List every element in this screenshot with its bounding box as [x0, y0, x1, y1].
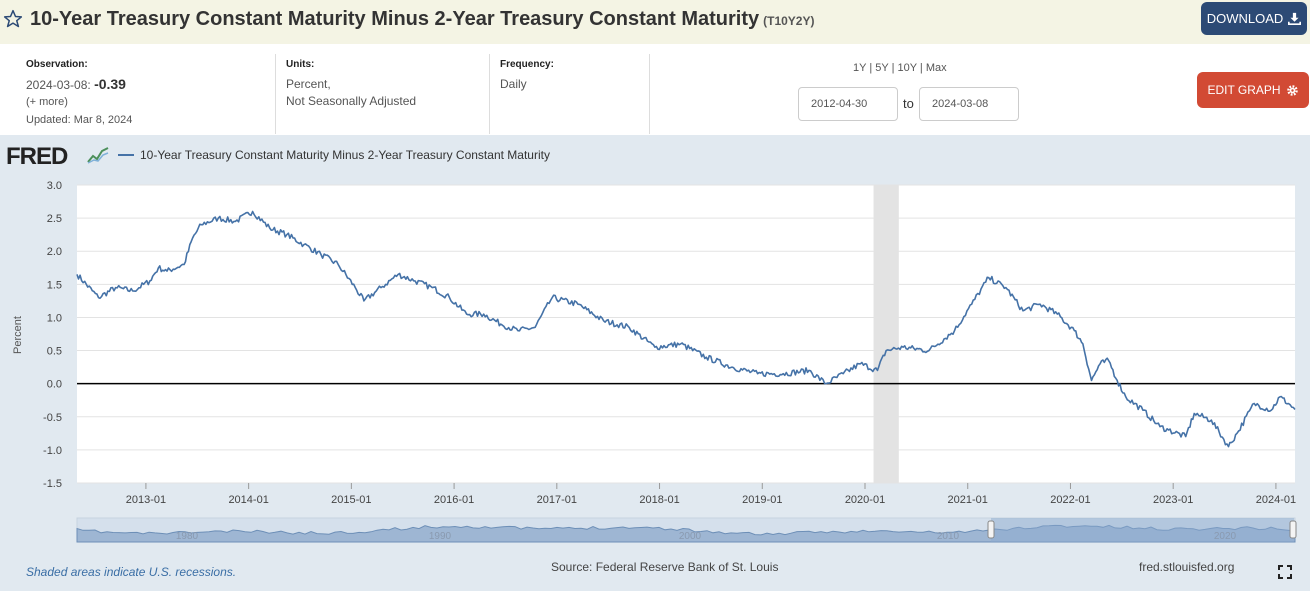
navigator-label: 2010	[937, 531, 960, 542]
source-text: Source: Federal Reserve Bank of St. Loui…	[551, 560, 779, 574]
x-tick-label: 2018-01	[639, 494, 679, 506]
navigator-labels: 1980 1990 2000 2010 2020	[176, 531, 1237, 542]
y-tick-label: 2.5	[47, 213, 62, 225]
y-tick-label: -1.0	[43, 445, 62, 457]
more-link[interactable]: (+ more)	[26, 96, 68, 108]
range-10y[interactable]: 10Y	[897, 62, 917, 74]
y-tick-label: 3.0	[47, 180, 62, 192]
info-row: Observation: 2024-03-08: -0.39 (+ more) …	[0, 44, 1310, 135]
navigator-selection[interactable]	[991, 518, 1294, 542]
observation-block: Observation: 2024-03-08: -0.39 (+ more) …	[26, 56, 132, 129]
navigator-right-handle[interactable]	[1289, 520, 1297, 539]
y-tick-label: -1.5	[43, 478, 62, 490]
units-line1: Percent,	[286, 77, 331, 91]
fred-logo-chart-icon	[86, 145, 110, 165]
legend-label: 10-Year Treasury Constant Maturity Minus…	[140, 148, 550, 162]
legend-swatch	[118, 154, 134, 156]
x-tick-label: 2013-01	[126, 494, 166, 506]
navigator-left-handle[interactable]	[987, 520, 995, 539]
units-line2: Not Seasonally Adjusted	[286, 94, 417, 108]
fred-logo-text: FRED	[6, 143, 68, 170]
chart-legend: 10-Year Treasury Constant Maturity Minus…	[118, 148, 550, 162]
units-block: Units: Percent, Not Seasonally Adjusted	[286, 56, 416, 110]
frequency-value: Daily	[500, 77, 527, 91]
y-tick-label: -0.5	[43, 412, 62, 424]
x-tick-label: 2017-01	[537, 494, 577, 506]
units-label: Units:	[286, 59, 315, 70]
x-tick-label: 2020-01	[845, 494, 885, 506]
fred-logo: FRED	[6, 143, 68, 171]
download-label: DOWNLOAD	[1206, 11, 1284, 26]
range-5y[interactable]: 5Y	[875, 62, 889, 74]
y-tick-label: 1.5	[47, 279, 62, 291]
x-tick-label: 2015-01	[331, 494, 371, 506]
x-axis: 2013-01 2014-01 2015-01 2016-01 2017-01 2018-…	[126, 483, 1296, 506]
download-icon	[1288, 12, 1302, 25]
recession-band	[873, 185, 899, 483]
divider	[489, 54, 490, 134]
x-tick-label: 2022-01	[1050, 494, 1090, 506]
navigator-label: 2020	[1214, 531, 1237, 542]
to-label: to	[903, 96, 914, 111]
page-title: 10-Year Treasury Constant Maturity Minus…	[30, 8, 814, 31]
frequency-label: Frequency:	[500, 59, 554, 70]
y-tick-label: 0.0	[47, 379, 62, 391]
date-from-input[interactable]: 2012-04-30	[798, 87, 898, 121]
observation-value: -0.39	[94, 76, 126, 92]
range-1y[interactable]: 1Y	[853, 62, 867, 74]
x-tick-label: 2014-01	[228, 494, 268, 506]
x-tick-label: 2016-01	[434, 494, 474, 506]
star-outline-icon[interactable]	[3, 9, 23, 29]
x-tick-label: 2019-01	[742, 494, 782, 506]
observation-date: 2024-03-08:	[26, 78, 91, 92]
date-to-input[interactable]: 2024-03-08	[919, 87, 1019, 121]
chart-svg: 3.0 2.5 2.0 1.5 1.0 0.5 0.0 -0.5 -1.0 -1.5 2013-0…	[12, 180, 1297, 543]
fred-url-link[interactable]: fred.stlouisfed.org	[1139, 560, 1235, 574]
y-tick-label: 2.0	[47, 246, 62, 258]
range-selector: 1Y | 5Y | 10Y | Max	[853, 62, 947, 74]
y-axis-label: Percent	[12, 316, 24, 354]
edit-graph-label: EDIT GRAPH	[1207, 83, 1281, 97]
navigator-label: 2000	[679, 531, 702, 542]
y-axis: 3.0 2.5 2.0 1.5 1.0 0.5 0.0 -0.5 -1.0 -1.5	[43, 180, 62, 490]
observation-label: Observation:	[26, 59, 88, 70]
recession-note: Shaded areas indicate U.S. recessions.	[26, 565, 237, 579]
x-tick-label: 2023-01	[1153, 494, 1193, 506]
x-tick-label: 2021-01	[948, 494, 988, 506]
y-tick-label: 1.0	[47, 312, 62, 324]
fullscreen-icon[interactable]	[1278, 565, 1292, 579]
divider	[275, 54, 276, 134]
divider	[649, 54, 650, 134]
graph-panel: FRED 10-Year Treasury Constant Maturity …	[0, 135, 1310, 591]
updated-text: Updated: Mar 8, 2024	[26, 114, 133, 126]
series-line	[76, 210, 1296, 448]
series-title: 10-Year Treasury Constant Maturity Minus…	[30, 8, 760, 30]
navigator-label: 1990	[429, 531, 452, 542]
x-tick-label: 2024-01	[1256, 494, 1296, 506]
edit-graph-button[interactable]: EDIT GRAPH	[1197, 72, 1309, 108]
navigator-label: 1980	[176, 531, 199, 542]
y-tick-label: 0.5	[47, 346, 62, 358]
gear-icon	[1286, 84, 1298, 96]
download-button[interactable]: DOWNLOAD	[1201, 2, 1307, 35]
recession-bands	[873, 185, 899, 483]
plot-area	[77, 185, 1295, 483]
title-bar: 10-Year Treasury Constant Maturity Minus…	[0, 0, 1310, 44]
series-id: (T10Y2Y)	[763, 14, 815, 28]
range-max[interactable]: Max	[925, 62, 947, 74]
frequency-block: Frequency: Daily	[500, 56, 554, 93]
gridlines	[77, 184, 1295, 484]
